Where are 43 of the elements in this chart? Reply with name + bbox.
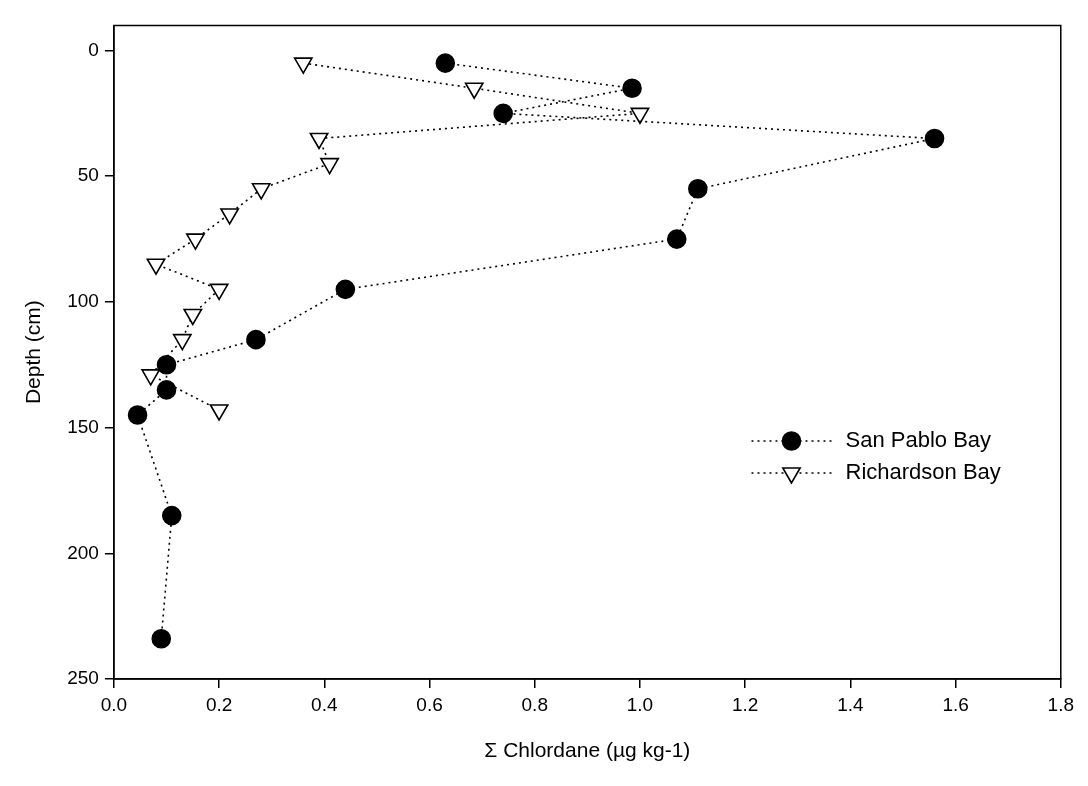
y-tick-label: 50 <box>77 164 99 186</box>
point <box>209 404 229 421</box>
x-tick-label: 0.6 <box>416 693 443 715</box>
legend-label: San Pablo Bay <box>845 427 992 453</box>
y-tick-label: 150 <box>67 415 99 437</box>
y-tick-label: 100 <box>67 290 99 312</box>
point <box>161 505 182 526</box>
x-tick-label: 1.8 <box>1047 693 1074 715</box>
x-axis-title: Σ Chlordane (µg kg-1) <box>484 738 691 762</box>
y-tick-label: 200 <box>67 541 99 563</box>
point <box>183 308 203 326</box>
point <box>309 132 329 150</box>
point <box>630 107 650 125</box>
point <box>172 333 192 351</box>
point <box>293 57 313 74</box>
y-tick-label: 0 <box>88 38 99 60</box>
point <box>666 229 687 249</box>
point <box>688 179 708 199</box>
point <box>156 380 177 400</box>
point <box>151 628 172 649</box>
point <box>251 183 271 200</box>
point <box>146 258 166 276</box>
point <box>141 369 161 386</box>
point <box>320 157 340 175</box>
x-tick-label: 1.0 <box>626 693 654 715</box>
x-tick-label: 1.2 <box>731 693 759 715</box>
x-tick-label: 1.4 <box>837 693 865 715</box>
x-tick-label: 0.2 <box>205 693 233 715</box>
point <box>220 208 240 225</box>
y-axis-title: Depth (cm) <box>21 300 45 405</box>
point <box>185 233 205 250</box>
y-tick-label: 250 <box>67 667 99 689</box>
x-tick-label: 1.6 <box>942 693 969 715</box>
point <box>335 279 356 300</box>
x-tick-label: 0.8 <box>521 693 548 715</box>
point <box>156 354 177 375</box>
x-tick-label: 0.0 <box>100 693 128 715</box>
point <box>209 283 229 301</box>
legend-label: Richardson Bay <box>845 459 1001 485</box>
point <box>464 82 484 100</box>
point <box>127 405 148 425</box>
x-tick-label: 0.4 <box>311 693 338 715</box>
point <box>246 329 266 350</box>
